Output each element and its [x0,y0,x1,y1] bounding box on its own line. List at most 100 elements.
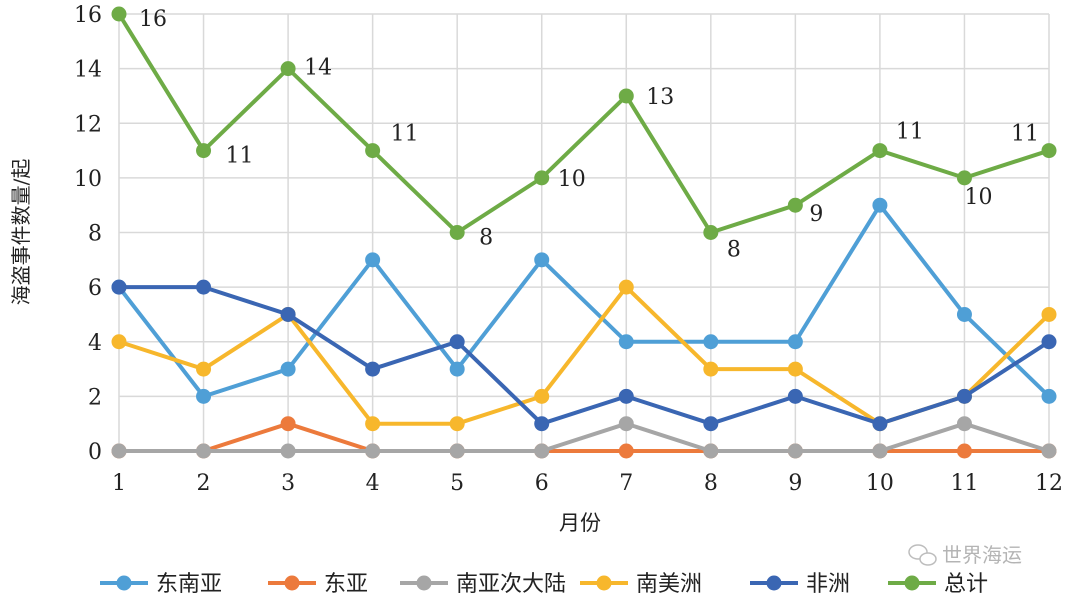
data-point [534,443,550,459]
data-point [618,443,634,459]
x-tick-label: 1 [112,471,126,496]
legend-item: 非洲 [750,572,850,597]
series-line [117,12,1050,235]
legend-label: 东亚 [324,572,368,597]
data-point [872,443,888,459]
legend-item: 东南亚 [100,572,222,597]
legend-label: 东南亚 [156,572,222,597]
data-point [703,361,719,377]
legend-item: 东亚 [268,572,368,597]
y-tick-label: 6 [88,276,102,301]
series-4 [111,279,1057,432]
data-point [872,197,888,213]
legend-marker [116,575,132,591]
data-point [618,279,634,295]
data-point [111,6,127,22]
data-label: 10 [558,167,586,192]
data-point [534,388,550,404]
data-point [956,306,972,322]
data-point [449,416,465,432]
data-point [787,388,803,404]
data-label: 10 [964,185,992,210]
data-label: 8 [727,238,741,263]
legend-item: 南美洲 [580,572,702,597]
data-point [449,361,465,377]
legend: 东南亚 东亚 南亚次大陆 南美洲 非洲 总计 [100,572,988,597]
data-point [1041,306,1057,322]
data-point [618,88,634,104]
legend-marker [596,575,612,591]
watermark: 世界海运 [908,543,1022,567]
data-point [534,252,550,268]
x-tick-label: 12 [1035,471,1063,496]
data-point [111,334,127,350]
y-tick-label: 2 [88,385,102,410]
series-0 [111,197,1057,404]
data-point [280,361,296,377]
data-point [703,443,719,459]
data-point [365,252,381,268]
data-point [196,443,212,459]
legend-label: 非洲 [806,572,850,597]
legend-marker [416,575,432,591]
data-point [787,334,803,350]
data-point [449,225,465,240]
x-tick-label: 6 [535,471,549,496]
y-tick-label: 0 [88,440,102,465]
x-tick-label: 11 [950,471,978,496]
data-point [280,306,296,322]
x-tick-label: 7 [619,471,633,496]
legend-marker [284,575,300,591]
watermark-text: 世界海运 [942,543,1022,567]
series-line [118,285,1051,426]
data-point [449,334,465,350]
wechat-icon [908,544,937,566]
grid [118,13,1050,452]
x-tick-label: 2 [197,471,211,496]
data-point [872,143,888,159]
x-tick-label: 8 [704,471,718,496]
x-tick-label: 9 [788,471,802,496]
legend-item: 总计 [888,572,988,597]
legend-marker [904,575,920,591]
data-point [280,443,296,459]
y-tick-label: 12 [74,112,102,137]
series-2 [111,416,1057,459]
legend-label: 总计 [944,572,988,597]
data-point [787,361,803,377]
x-axis-label: 月份 [559,511,601,535]
data-point [365,361,381,377]
data-point [956,170,972,186]
data-label: 11 [896,120,924,145]
data-point [956,416,972,432]
data-labels: 16 11 14 11 8 10 13 8 9 11 10 11 [139,7,1039,263]
data-label: 8 [479,226,493,251]
data-label: 11 [1011,122,1039,147]
data-point [618,416,634,432]
data-point [618,388,634,404]
y-axis-label: 海盗事件数量/起 [9,159,33,306]
data-point [365,143,381,159]
data-point [1041,388,1057,404]
series-5 [111,6,1057,240]
series-line [119,421,1049,453]
data-point [1041,143,1057,159]
data-point [1041,443,1057,459]
data-label: 9 [809,202,823,227]
y-tick-label: 16 [74,3,102,28]
data-point [196,361,212,377]
y-tick-label: 4 [88,331,102,356]
x-tick-label: 3 [281,471,295,496]
data-point [787,443,803,459]
data-point [703,416,719,432]
data-point [449,443,465,459]
data-label: 14 [304,56,332,81]
data-point [365,443,381,459]
legend-label: 南美洲 [636,572,702,597]
data-label: 13 [646,85,674,110]
y-tick-label: 10 [74,167,102,192]
x-tick-label: 5 [450,471,464,496]
data-point [534,416,550,432]
x-tick-label: 10 [866,471,894,496]
